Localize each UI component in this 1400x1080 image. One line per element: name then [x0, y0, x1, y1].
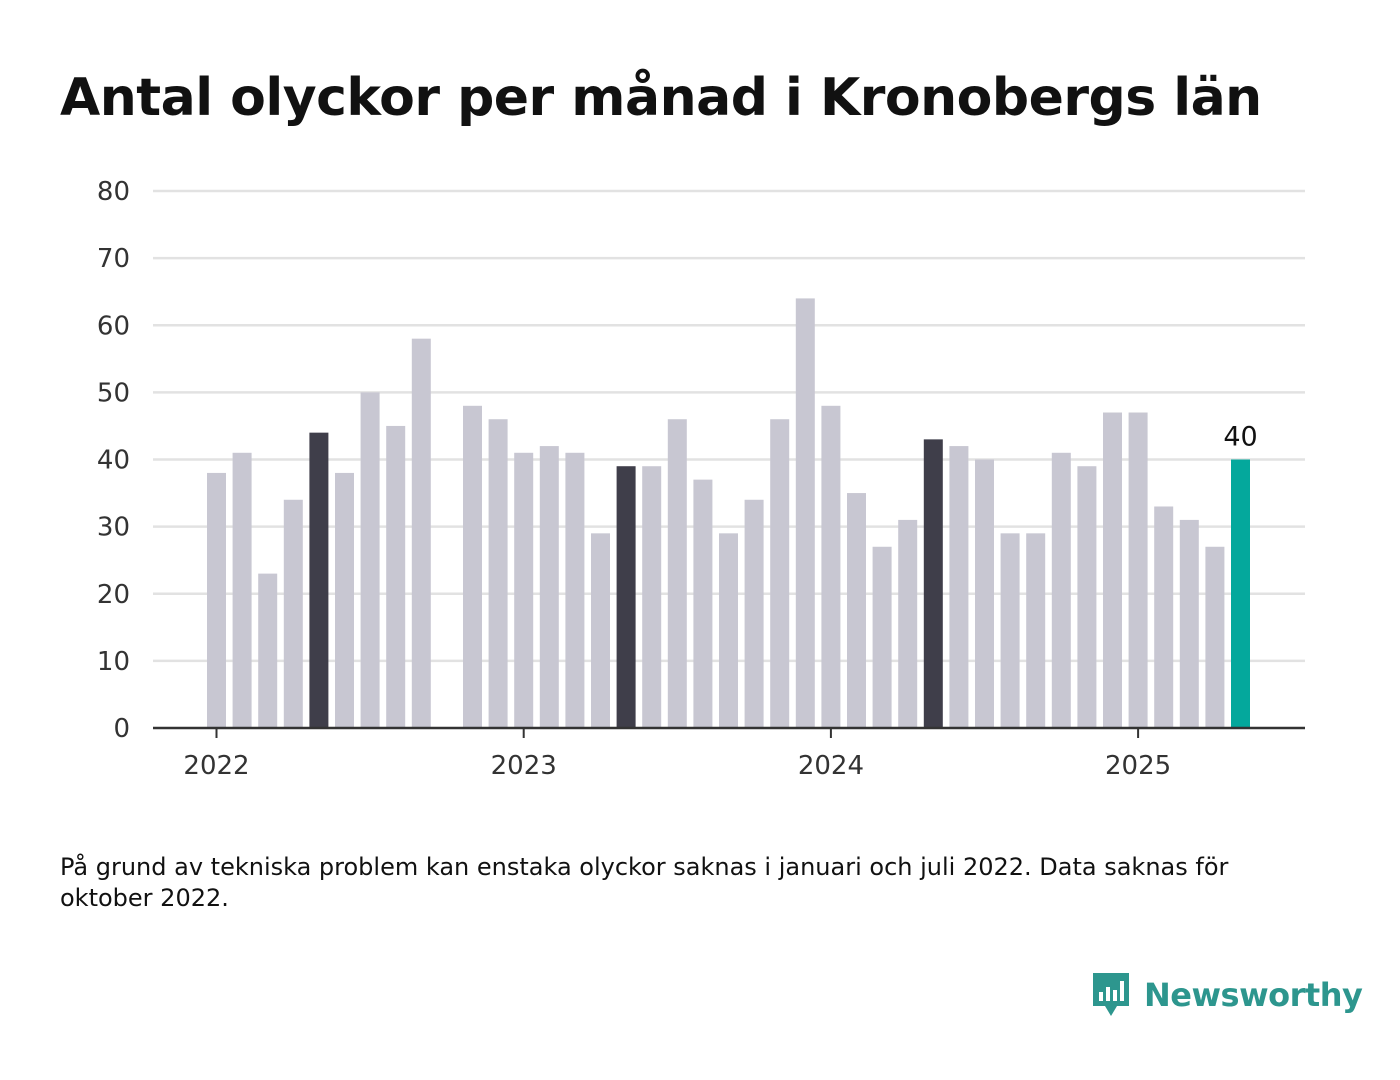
bar-2023-01: [514, 452, 534, 728]
bar-2025-04: [1205, 546, 1225, 728]
footnote: På grund av tekniska problem kan enstaka…: [60, 853, 1229, 912]
bar-2022-01: [207, 472, 226, 728]
bar-2024-08: [1000, 533, 1020, 728]
bar-chart: 0 10 20 30 40 50 60 70 80 2022 2023 2024 2025 40: [97, 177, 1305, 781]
bar-2024-05: [923, 439, 943, 728]
y-axis-ticks: 0 10 20 30 40 50 60 70 80: [97, 177, 130, 744]
bar-2023-07: [667, 419, 687, 728]
bar-2024-01: [821, 405, 841, 728]
bar-2022-12: [488, 419, 508, 728]
bar-2024-09: [1026, 533, 1046, 728]
bar-2022-03: [258, 573, 278, 728]
y-tick-label: 80: [97, 177, 130, 207]
bar-2023-10: [744, 499, 764, 728]
bar-2025-03: [1179, 519, 1199, 728]
bar-2023-11: [770, 419, 790, 728]
bar-2024-02: [847, 493, 866, 728]
bar-2022-04: [283, 499, 303, 728]
bar-2025-01: [1128, 412, 1148, 728]
y-tick-label: 30: [97, 513, 130, 543]
y-tick-label: 50: [97, 378, 130, 408]
brand-name: Newsworthy: [1144, 976, 1363, 1014]
bar-2023-05: [616, 466, 636, 728]
bar-2022-09: [411, 338, 431, 728]
bar-2024-03: [872, 546, 892, 728]
bar-2023-08: [693, 479, 713, 728]
bar-2024-07: [975, 459, 994, 728]
bar-2023-06: [642, 466, 662, 728]
y-tick-label: 0: [113, 714, 130, 744]
bar-2022-02: [232, 452, 252, 728]
y-tick-label: 70: [97, 244, 130, 274]
bar-2022-11: [463, 405, 482, 728]
bar-2025-02: [1154, 506, 1174, 728]
bar-2023-12: [795, 298, 815, 728]
x-tick-label: 2023: [491, 751, 557, 781]
x-axis-ticks: 2022 2023 2024 2025: [183, 728, 1171, 781]
brand: Newsworthy: [1090, 970, 1363, 1020]
bar-2022-08: [386, 425, 406, 728]
bar-2024-10: [1051, 452, 1071, 728]
bar-2023-03: [565, 452, 585, 728]
bar-2024-12: [1103, 412, 1122, 728]
bar-2024-04: [898, 519, 918, 728]
x-tick-label: 2024: [798, 751, 864, 781]
y-tick-label: 60: [97, 311, 130, 341]
bar-2022-06: [335, 472, 354, 728]
bar-2022-07: [360, 392, 380, 728]
bar-2023-02: [539, 446, 559, 728]
x-tick-label: 2022: [183, 751, 249, 781]
bar-2023-04: [591, 533, 610, 728]
bars: [207, 298, 1250, 728]
y-tick-label: 20: [97, 580, 130, 610]
bar-2022-05: [309, 432, 329, 728]
bar-2023-09: [719, 533, 738, 728]
bar-2025-05: [1231, 459, 1250, 728]
y-tick-label: 10: [97, 647, 130, 677]
bar-2024-11: [1077, 466, 1097, 728]
x-tick-label: 2025: [1105, 751, 1171, 781]
newsworthy-logo-icon: [1093, 973, 1129, 1016]
bar-2024-06: [949, 446, 969, 728]
data-labels: 40: [1223, 422, 1257, 453]
y-tick-label: 40: [97, 446, 130, 476]
latest-value-label: 40: [1223, 422, 1257, 453]
chart-title: Antal olyckor per månad i Kronobergs län: [60, 68, 1262, 128]
